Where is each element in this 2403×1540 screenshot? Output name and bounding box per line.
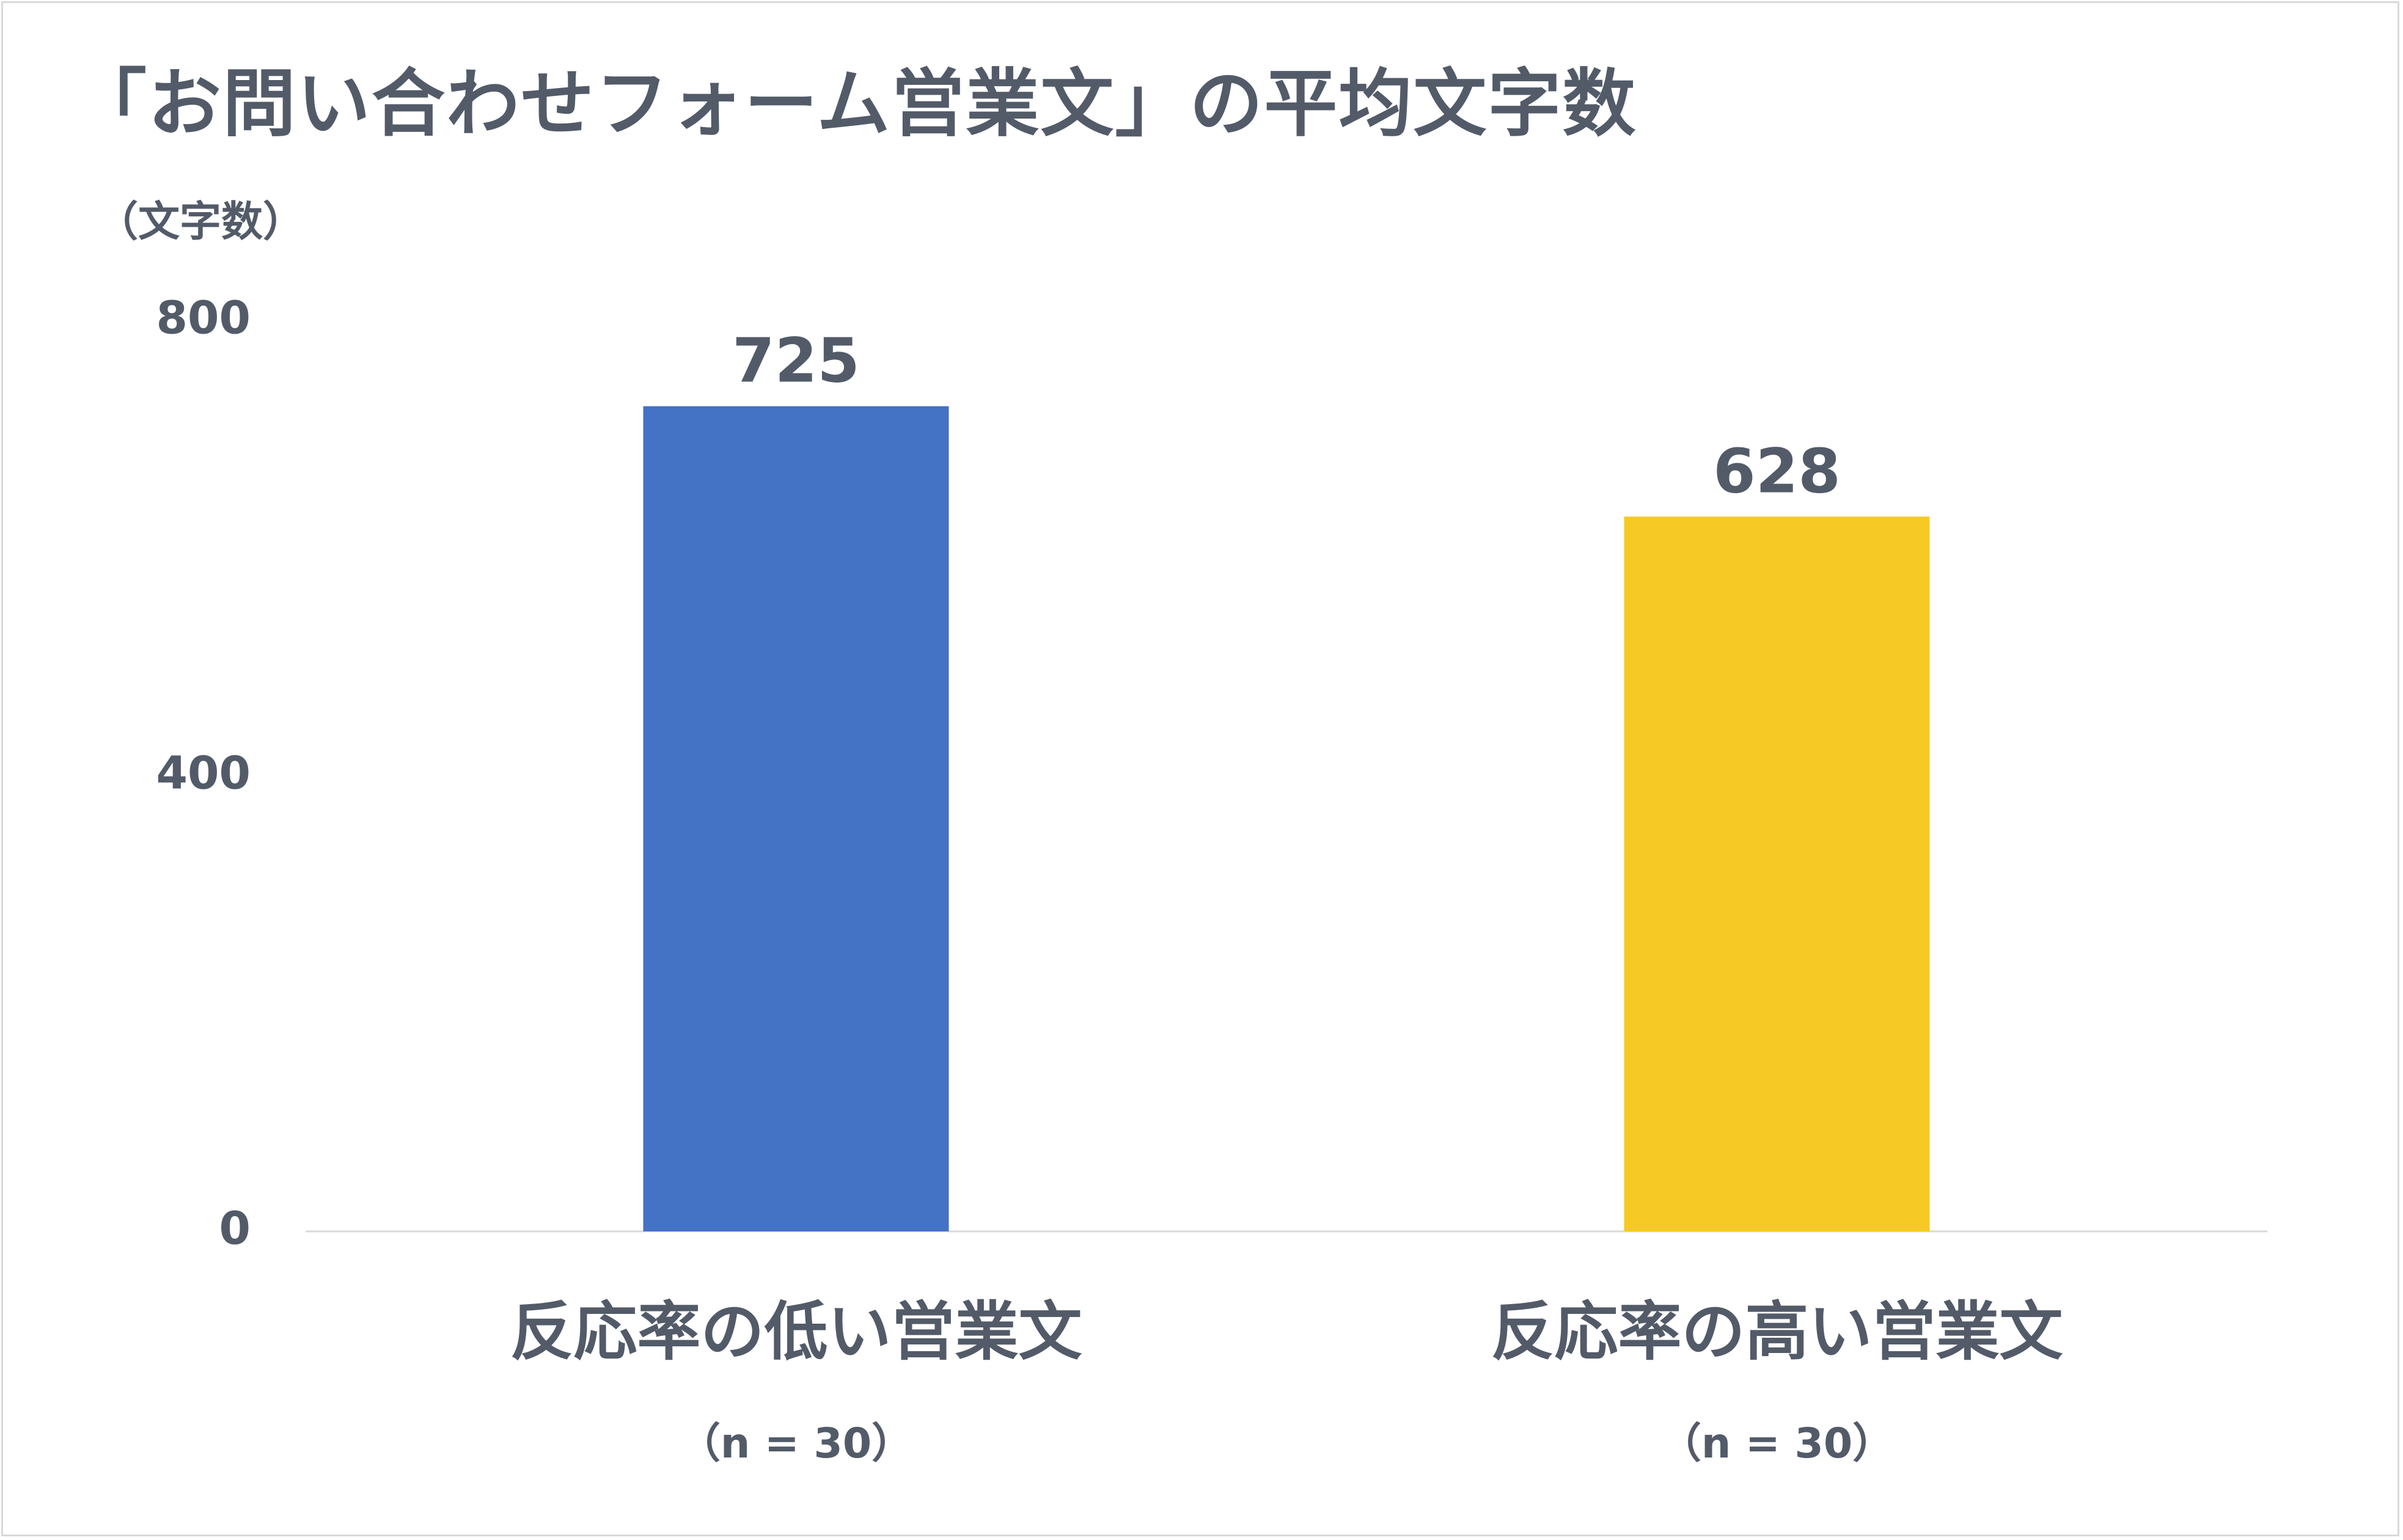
chart-title: 「お問い合わせフォーム営業文」の平均文字数 xyxy=(73,62,1637,147)
y-axis-ticks: 0 400 800 xyxy=(156,292,251,1255)
bar-value-labels: 725 628 xyxy=(732,325,1841,507)
category-label: 反応率の高い営業文 xyxy=(1491,1294,2063,1369)
y-tick-label: 0 xyxy=(219,1203,251,1255)
y-tick-label: 400 xyxy=(156,747,251,800)
bars xyxy=(643,406,1930,1231)
bar-value-label: 725 xyxy=(732,325,860,397)
y-axis-unit-label: （文字数） xyxy=(97,198,305,246)
y-tick-label: 800 xyxy=(156,292,251,345)
bar-2 xyxy=(1624,516,1930,1231)
bar-1 xyxy=(643,406,949,1231)
category-label: 反応率の低い営業文 xyxy=(510,1294,1082,1369)
sample-size-label: （n = 30） xyxy=(1660,1420,1894,1468)
category-labels: 反応率の低い営業文 （n = 30） 反応率の高い営業文 （n = 30） xyxy=(510,1294,2063,1468)
sample-size-label: （n = 30） xyxy=(679,1420,913,1468)
bar-value-label: 628 xyxy=(1713,435,1841,507)
